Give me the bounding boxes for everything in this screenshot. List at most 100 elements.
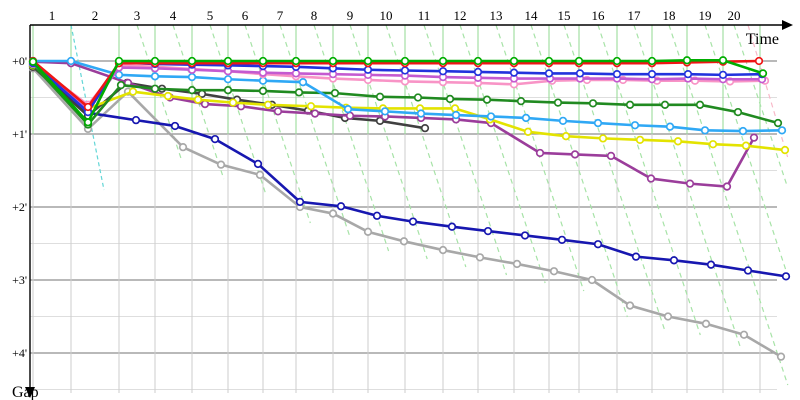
series-green2-marker <box>116 80 126 90</box>
series-skyblue-marker <box>223 75 233 84</box>
series-navy-marker <box>372 211 382 220</box>
x-axis-title: Time <box>746 31 779 48</box>
series-purple-line <box>32 60 756 188</box>
series-green1-marker <box>150 56 160 66</box>
series-purple-marker <box>345 111 355 120</box>
series-gray-line <box>32 67 782 358</box>
series-blue-marker <box>509 68 519 77</box>
series-green2-marker <box>553 98 563 107</box>
series-purple-marker <box>685 179 695 188</box>
series-green2-marker <box>294 88 304 97</box>
series-navy-marker <box>210 134 220 144</box>
series-navy <box>28 61 791 281</box>
series-yellow-marker <box>635 135 645 144</box>
series-purple-marker <box>310 109 320 118</box>
y-axis-title: Gap <box>12 384 39 400</box>
series-gray-marker <box>178 142 188 152</box>
series-violet-marker <box>258 68 268 77</box>
series-navy-line <box>32 65 787 278</box>
reference-diagonal-green <box>244 24 311 224</box>
series-blue-marker <box>683 69 693 79</box>
reference-diagonal-green <box>733 24 789 188</box>
series-green1-marker <box>223 56 233 66</box>
y-tick-label: +1' <box>12 127 27 141</box>
series-skyblue-marker <box>593 118 603 128</box>
series-skyblue-marker <box>451 110 461 120</box>
y-tick-label: +3' <box>12 273 27 287</box>
series-red-marker <box>83 102 93 112</box>
series-skyblue-marker <box>258 76 268 85</box>
series-green2-marker <box>660 100 670 109</box>
y-tick-label: +0' <box>12 54 27 68</box>
series-green2-marker <box>187 86 197 95</box>
series-yellow-marker <box>306 102 316 111</box>
series-skyblue-marker <box>380 107 390 116</box>
series-skyblue-marker <box>187 72 197 82</box>
x-tick-label: 12 <box>454 8 467 23</box>
x-tick-label: 19 <box>699 8 712 23</box>
series-blue-marker <box>544 69 554 78</box>
y-axis-arrow-icon <box>25 387 35 398</box>
series-purple-marker <box>273 107 283 116</box>
x-tick-label: 14 <box>525 8 539 23</box>
x-tick-label: 1 <box>49 8 56 23</box>
series-navy-marker <box>743 266 753 275</box>
series-purple-marker <box>606 151 616 161</box>
x-tick-label: 20 <box>728 8 741 23</box>
series-green1-marker <box>291 56 301 66</box>
series-green1-marker <box>187 56 197 66</box>
series-blue-marker <box>718 70 728 80</box>
x-tick-label: 7 <box>277 8 284 23</box>
series-purple-marker <box>646 174 656 183</box>
series-green1-marker <box>83 118 93 127</box>
series-green2-marker <box>375 92 385 101</box>
series-green1-marker <box>718 56 728 65</box>
series-green1-marker <box>363 56 373 66</box>
series-purple-marker <box>722 182 732 191</box>
series-green1-marker <box>114 56 124 66</box>
series-yellow-marker <box>561 132 571 141</box>
series-green2-marker <box>482 95 492 104</box>
series-navy-marker <box>483 226 493 236</box>
series-gray-marker <box>216 160 226 169</box>
x-tick-label: 8 <box>311 8 318 23</box>
series-green1-marker <box>758 69 768 78</box>
x-tick-label: 16 <box>592 8 606 23</box>
series-green1-marker <box>574 56 584 66</box>
y-tick-label: +4' <box>12 346 27 360</box>
x-tick-label: 17 <box>628 8 642 23</box>
series-gray-marker <box>587 275 597 285</box>
series-green1-marker <box>28 57 38 66</box>
series-skyblue-marker <box>665 122 675 131</box>
series-green1-marker <box>258 56 268 66</box>
series-green1-marker <box>544 56 554 66</box>
series-gray-marker <box>776 352 786 361</box>
x-tick-label: 15 <box>558 8 571 23</box>
series-skyblue-marker <box>630 121 640 130</box>
series-green1 <box>28 56 768 127</box>
series-yellow-marker <box>263 100 273 109</box>
series-skyblue-marker <box>700 126 710 135</box>
series-purple-marker <box>749 133 759 142</box>
series-gray-marker <box>363 227 373 236</box>
series-green2-marker <box>330 88 340 98</box>
series-green2-marker <box>150 84 160 93</box>
series-green2-marker <box>625 100 635 109</box>
series-gray-marker <box>399 237 409 246</box>
series-green1-marker <box>682 56 692 65</box>
series-green2-marker <box>223 86 233 95</box>
series-gray-marker <box>625 301 635 310</box>
reference-diagonal-green <box>385 24 467 268</box>
series-navy-marker <box>253 159 263 169</box>
series-yellow-marker <box>708 140 718 149</box>
series-green2-marker <box>445 94 455 104</box>
series-navy-marker <box>593 240 603 249</box>
series-green2-marker <box>773 118 783 128</box>
series-skyblue-marker <box>150 72 160 81</box>
x-tick-label: 9 <box>347 8 354 23</box>
x-tick-label: 2 <box>92 8 99 23</box>
x-tick-label: 5 <box>207 8 214 23</box>
series-green1-marker <box>612 56 622 66</box>
series-blue-marker <box>438 67 448 76</box>
